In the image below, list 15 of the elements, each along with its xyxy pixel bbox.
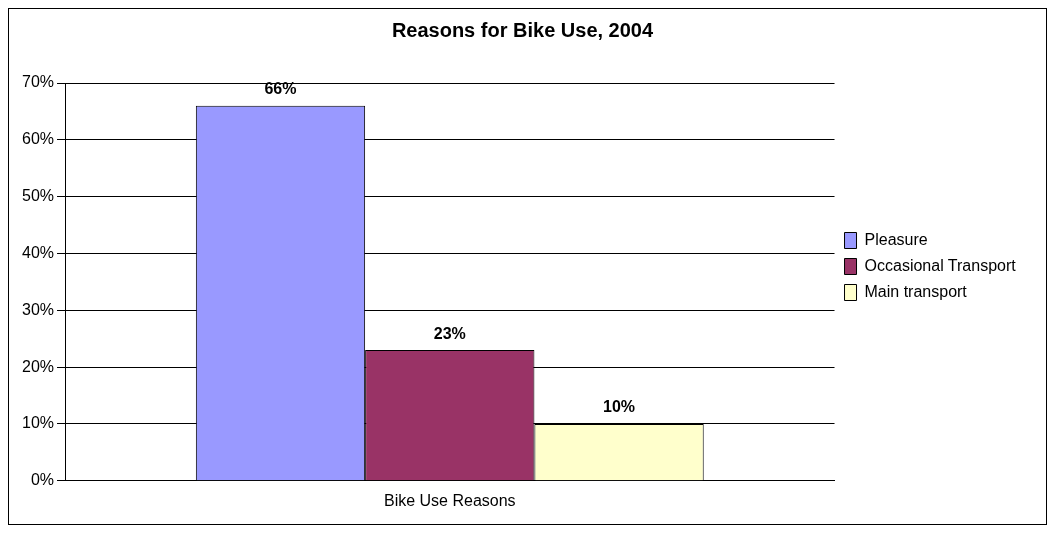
- y-tick-label: 20%: [21, 357, 55, 375]
- x-tick-label: Bike Use Reasons: [383, 491, 516, 509]
- chart-title: Reasons for Bike Use, 2004: [391, 18, 654, 41]
- data-label: 10%: [603, 398, 636, 416]
- y-tick-label: 30%: [21, 300, 55, 318]
- legend-label: Pleasure: [864, 230, 928, 248]
- data-label: 23%: [433, 324, 466, 342]
- y-tick-label: 60%: [21, 130, 55, 148]
- y-tick-label: 0%: [30, 471, 55, 489]
- legend-label: Occasional Transport: [864, 256, 1017, 274]
- y-tick-label: 70%: [21, 73, 55, 91]
- y-tick-label: 50%: [21, 187, 55, 205]
- y-tick-label: 40%: [21, 243, 55, 261]
- legend-label: Main transport: [864, 282, 968, 300]
- y-tick-label: 10%: [21, 414, 55, 432]
